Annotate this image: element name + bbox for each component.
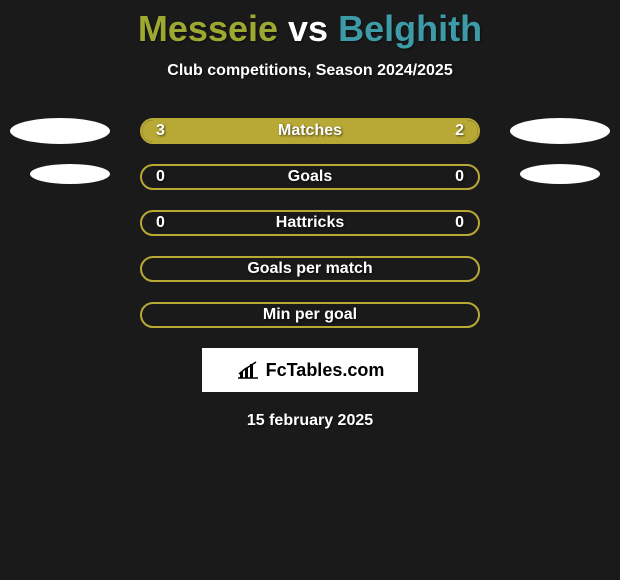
header: Messeie vs Belghith Club competitions, S…	[0, 0, 620, 80]
ellipse-right-1	[510, 118, 610, 144]
chart-icon	[236, 360, 260, 380]
bar-label: Matches	[278, 122, 342, 140]
stat-bar: 0 0 Hattricks	[140, 210, 480, 236]
bar-value-left: 3	[156, 122, 165, 140]
ellipse-left-2	[30, 164, 110, 184]
bar-value-right: 0	[455, 168, 464, 186]
date-text: 15 february 2025	[0, 412, 620, 430]
subtitle: Club competitions, Season 2024/2025	[0, 62, 620, 80]
stat-bar: 3 2 Matches	[140, 118, 480, 144]
ellipse-right-2	[520, 164, 600, 184]
bar-label: Hattricks	[276, 214, 344, 232]
comparison-title: Messeie vs Belghith	[0, 8, 620, 50]
player2-name: Belghith	[338, 8, 482, 49]
brand-text: FcTables.com	[266, 360, 385, 381]
ellipse-left-1	[10, 118, 110, 144]
vs-text: vs	[278, 8, 338, 49]
bars-wrapper: 3 2 Matches 0 0 Goals 0 0 Hattricks Goals per mat…	[0, 118, 620, 328]
bar-value-right: 0	[455, 214, 464, 232]
bar-value-left: 0	[156, 214, 165, 232]
stat-bar: Goals per match	[140, 256, 480, 282]
player1-name: Messeie	[138, 8, 278, 49]
stat-bar: 0 0 Goals	[140, 164, 480, 190]
stat-bar: Min per goal	[140, 302, 480, 328]
bar-value-left: 0	[156, 168, 165, 186]
bar-value-right: 2	[455, 122, 464, 140]
bar-label: Min per goal	[263, 306, 357, 324]
bar-label: Goals	[288, 168, 332, 186]
chart-area: 3 2 Matches 0 0 Goals 0 0 Hattricks Goals per mat…	[0, 118, 620, 430]
bar-label: Goals per match	[247, 260, 372, 278]
brand-box: FcTables.com	[202, 348, 418, 392]
brand-logo: FcTables.com	[236, 360, 385, 381]
